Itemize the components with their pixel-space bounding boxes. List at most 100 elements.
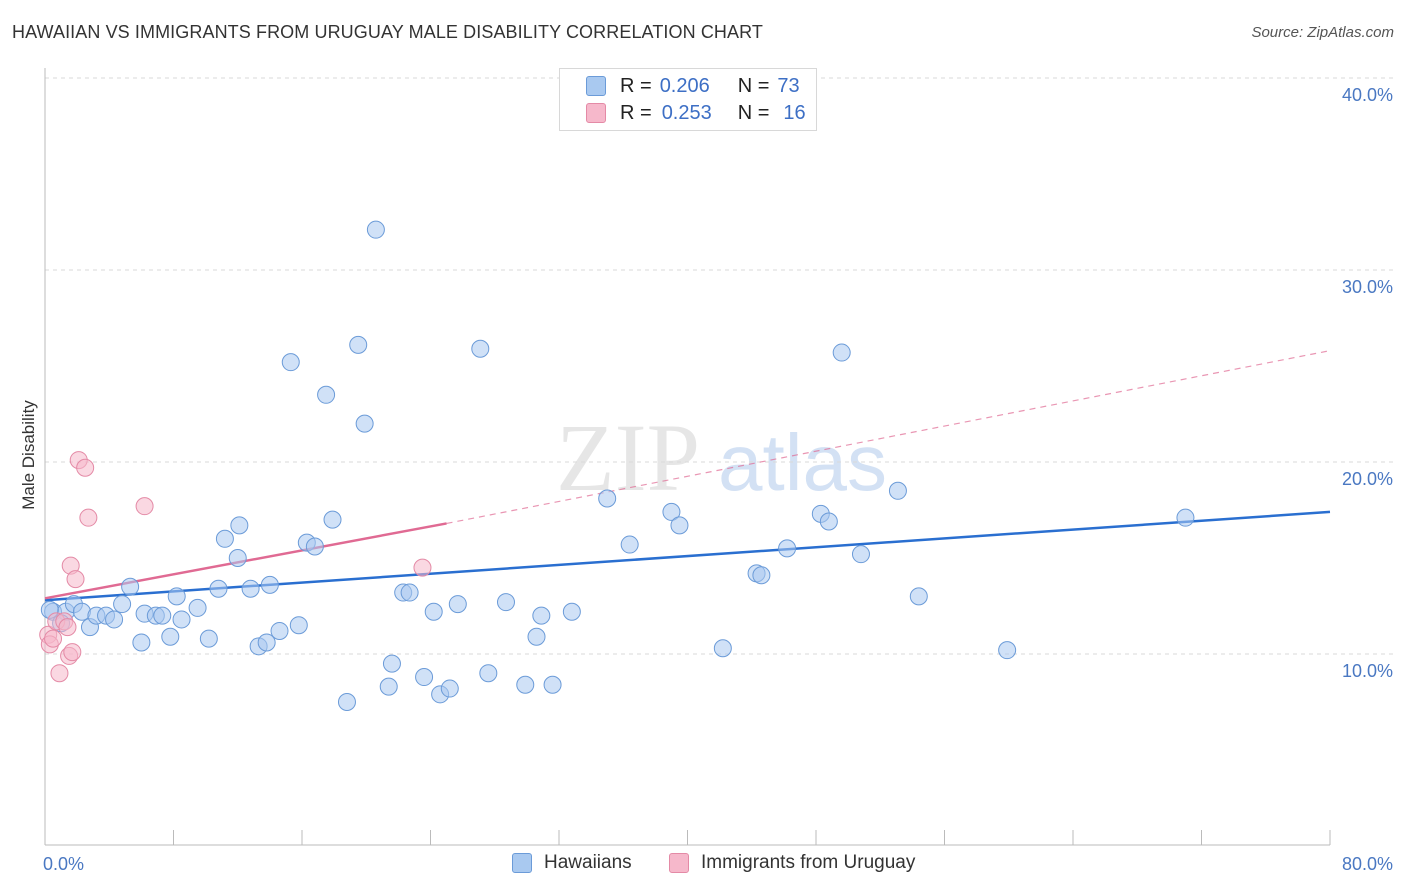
hawaiian-point	[121, 577, 140, 596]
series-legend: Hawaiians Immigrants from Uruguay	[0, 852, 1406, 878]
hawaiian-point	[257, 633, 276, 652]
hawaiian-point	[888, 481, 907, 500]
hawaiian-point	[241, 579, 260, 598]
source-credit: Source: ZipAtlas.com	[1251, 24, 1394, 41]
watermark: ZIP atlas	[556, 404, 887, 511]
hawaiian-point	[355, 414, 374, 433]
hawaiian-point	[532, 606, 551, 625]
hawaiian-point	[415, 668, 434, 687]
legend-r-value: 0.206	[659, 74, 710, 97]
hawaiian-point	[270, 621, 289, 640]
hawaiian-point	[228, 549, 247, 567]
hawaiian-point	[281, 353, 300, 372]
uruguay-trend-extension	[446, 350, 1331, 525]
correlation-legend: R = 0.206 N = 73 R = 0.253 N = 16	[559, 68, 817, 131]
hawaiian-point	[209, 579, 228, 598]
hawaiian-point	[471, 339, 490, 358]
legend-label-uruguay: Immigrants from Uruguay	[701, 852, 916, 873]
hawaiian-point	[819, 512, 838, 531]
hawaiian-point	[516, 675, 535, 694]
hawaiian-point	[230, 516, 249, 535]
hawaiian-point	[400, 583, 419, 602]
axes	[44, 68, 1331, 846]
hawaiian-point	[161, 627, 180, 646]
hawaiian-point	[424, 602, 443, 621]
hawaiian-point	[105, 610, 124, 629]
hawaiian-point	[543, 675, 562, 694]
hawaiian-point	[366, 220, 385, 239]
hawaiian-point	[379, 677, 398, 696]
hawaiian-point	[337, 693, 356, 711]
legend-n-label: N =	[737, 74, 770, 97]
hawaiian-point	[440, 679, 459, 698]
uruguay-point	[66, 570, 85, 589]
hawaiian-point	[323, 510, 342, 529]
y-tick-label: 20.0%	[1342, 469, 1393, 489]
legend-r-label: R =	[620, 74, 652, 97]
x-tick-label: 0.0%	[43, 854, 84, 874]
hawaiian-point	[998, 641, 1017, 660]
legend-swatch-blue	[586, 76, 606, 96]
hawaiian-point	[1176, 508, 1195, 527]
hawaiian-point	[851, 545, 870, 564]
hawaiians-trend-line	[44, 510, 1331, 602]
uruguay-point	[79, 508, 98, 527]
y-axis-label: Male Disability	[19, 400, 38, 510]
uruguay-point	[58, 618, 77, 637]
legend-n-value: 73	[777, 74, 800, 97]
hawaiian-point	[909, 587, 928, 606]
y-tick-labels: 10.0% 20.0% 30.0% 40.0%	[1342, 85, 1393, 681]
y-tick-label: 30.0%	[1342, 277, 1393, 297]
hawaiian-point	[496, 593, 515, 612]
hawaiian-point	[132, 633, 151, 652]
hawaiian-point	[598, 489, 617, 508]
gridlines	[45, 77, 1395, 655]
hawaiian-point	[153, 606, 172, 625]
hawaiian-point	[562, 602, 581, 621]
hawaiian-point	[289, 616, 308, 635]
hawaiian-point	[305, 537, 324, 556]
hawaiian-point	[215, 529, 234, 548]
legend-label-hawaiians: Hawaiians	[544, 852, 632, 873]
legend-item-uruguay: Immigrants from Uruguay	[669, 852, 915, 874]
hawaiian-point	[382, 654, 401, 673]
hawaiian-point	[167, 587, 186, 606]
hawaiian-point	[113, 595, 132, 614]
legend-swatch-pink	[669, 853, 689, 873]
legend-swatch-blue	[512, 853, 532, 873]
uruguay-point	[135, 497, 154, 516]
y-tick-label: 10.0%	[1342, 661, 1393, 681]
hawaiian-point	[199, 629, 218, 648]
legend-row-uruguay: R = 0.253 N = 16	[586, 100, 806, 126]
hawaiian-point	[448, 595, 467, 614]
hawaiian-point	[260, 575, 279, 594]
watermark-atlas: atlas	[718, 418, 887, 507]
y-tick-label: 40.0%	[1342, 85, 1393, 105]
x-tick-label: 80.0%	[1342, 854, 1393, 874]
hawaiian-point	[188, 598, 207, 617]
hawaiian-point	[479, 664, 498, 683]
hawaiian-point	[317, 385, 336, 404]
hawaiian-point	[662, 502, 681, 521]
hawaiian-point	[349, 335, 368, 354]
hawaiian-point	[620, 535, 639, 554]
legend-n-value: 16	[783, 101, 806, 124]
legend-swatch-pink	[586, 103, 606, 123]
x-tick-labels: 0.0% 80.0%	[43, 854, 1393, 874]
hawaiian-point	[713, 639, 732, 658]
hawaiian-point	[527, 627, 546, 646]
watermark-zip: ZIP	[556, 404, 700, 511]
hawaiian-point	[752, 566, 771, 585]
hawaiian-point	[832, 343, 851, 362]
uruguay-point	[76, 458, 95, 477]
uruguay-point	[413, 558, 432, 577]
uruguay-point	[44, 629, 63, 648]
hawaiian-point	[670, 516, 689, 535]
data-points	[39, 220, 1195, 711]
chart-title: HAWAIIAN VS IMMIGRANTS FROM URUGUAY MALE…	[12, 22, 763, 42]
legend-r-label: R =	[620, 101, 652, 124]
uruguay-point	[63, 643, 82, 662]
legend-r-value: 0.253	[661, 101, 712, 124]
legend-row-hawaiians: R = 0.206 N = 73	[586, 73, 800, 99]
